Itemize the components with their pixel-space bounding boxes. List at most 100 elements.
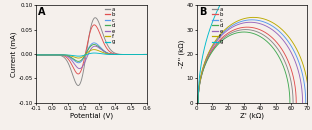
b bbox=[54, 54, 57, 56]
e bbox=[196, 102, 200, 103]
b bbox=[84, 49, 88, 50]
c bbox=[296, 58, 300, 59]
e bbox=[100, 49, 103, 51]
e bbox=[245, 22, 249, 23]
b bbox=[118, 54, 122, 55]
g bbox=[62, 54, 66, 56]
a bbox=[54, 54, 57, 56]
Line: b: b bbox=[36, 25, 147, 74]
X-axis label: Z' (kΩ): Z' (kΩ) bbox=[240, 112, 264, 119]
a bbox=[240, 29, 244, 31]
b bbox=[241, 27, 245, 28]
d bbox=[76, 61, 80, 62]
Y-axis label: Current (mA): Current (mA) bbox=[11, 31, 17, 77]
g bbox=[197, 82, 201, 84]
e bbox=[301, 102, 305, 103]
a bbox=[250, 30, 254, 31]
c bbox=[100, 48, 103, 49]
a bbox=[76, 85, 80, 86]
d bbox=[108, 53, 112, 55]
d bbox=[100, 48, 103, 50]
d bbox=[242, 31, 246, 33]
d bbox=[92, 44, 96, 45]
a bbox=[284, 63, 288, 65]
a bbox=[118, 53, 122, 55]
Legend: a, b, c, d, e, f, g: a, b, c, d, e, f, g bbox=[105, 7, 115, 44]
a bbox=[196, 102, 200, 103]
c bbox=[246, 19, 250, 21]
b bbox=[242, 27, 246, 28]
b bbox=[76, 73, 80, 75]
Line: e: e bbox=[198, 22, 303, 103]
f bbox=[197, 87, 201, 89]
b bbox=[196, 102, 200, 103]
c bbox=[84, 52, 88, 54]
e bbox=[78, 68, 81, 69]
e bbox=[300, 96, 304, 98]
f bbox=[54, 54, 57, 56]
g bbox=[108, 54, 112, 55]
e bbox=[248, 21, 252, 23]
b bbox=[294, 102, 298, 103]
c bbox=[92, 42, 96, 44]
f bbox=[84, 53, 88, 55]
X-axis label: Potential (V): Potential (V) bbox=[70, 112, 113, 119]
Line: a: a bbox=[198, 30, 293, 103]
f bbox=[196, 102, 200, 103]
g bbox=[34, 54, 38, 56]
a bbox=[84, 53, 88, 55]
c bbox=[250, 19, 254, 21]
a bbox=[145, 54, 149, 55]
d bbox=[256, 34, 260, 36]
b bbox=[34, 54, 38, 56]
f bbox=[76, 57, 80, 59]
e bbox=[118, 54, 122, 55]
Line: f: f bbox=[36, 50, 147, 58]
c bbox=[118, 54, 122, 55]
d bbox=[62, 54, 66, 56]
g bbox=[118, 54, 122, 55]
Line: d: d bbox=[36, 44, 147, 61]
c bbox=[62, 54, 66, 56]
c bbox=[266, 23, 270, 24]
Line: g: g bbox=[36, 53, 147, 56]
g bbox=[212, 17, 216, 18]
d bbox=[118, 54, 122, 55]
a bbox=[34, 54, 38, 56]
Line: d: d bbox=[198, 32, 290, 103]
b bbox=[245, 26, 249, 28]
d bbox=[196, 102, 200, 103]
Line: f: f bbox=[198, 17, 308, 103]
b bbox=[287, 62, 290, 63]
Text: B: B bbox=[199, 7, 206, 17]
a bbox=[291, 97, 295, 98]
a bbox=[93, 17, 97, 18]
e bbox=[264, 25, 268, 27]
c bbox=[54, 54, 57, 56]
g bbox=[77, 55, 81, 57]
d bbox=[239, 31, 243, 33]
Y-axis label: -Z'' (kΩ): -Z'' (kΩ) bbox=[178, 40, 185, 68]
c bbox=[34, 54, 38, 56]
d bbox=[248, 32, 252, 33]
Text: A: A bbox=[38, 7, 46, 17]
a bbox=[258, 32, 262, 34]
d bbox=[288, 102, 292, 103]
f bbox=[100, 51, 103, 53]
e bbox=[93, 45, 97, 47]
a bbox=[100, 29, 103, 31]
e bbox=[244, 22, 248, 23]
b bbox=[294, 97, 298, 98]
b bbox=[145, 54, 149, 55]
d bbox=[288, 97, 292, 99]
a bbox=[241, 29, 245, 31]
d bbox=[84, 52, 88, 54]
e bbox=[62, 55, 66, 56]
a bbox=[108, 49, 112, 50]
e bbox=[84, 58, 88, 60]
Line: a: a bbox=[36, 18, 147, 86]
g bbox=[92, 52, 96, 54]
d bbox=[281, 64, 285, 66]
g bbox=[145, 54, 149, 55]
e bbox=[256, 22, 259, 24]
